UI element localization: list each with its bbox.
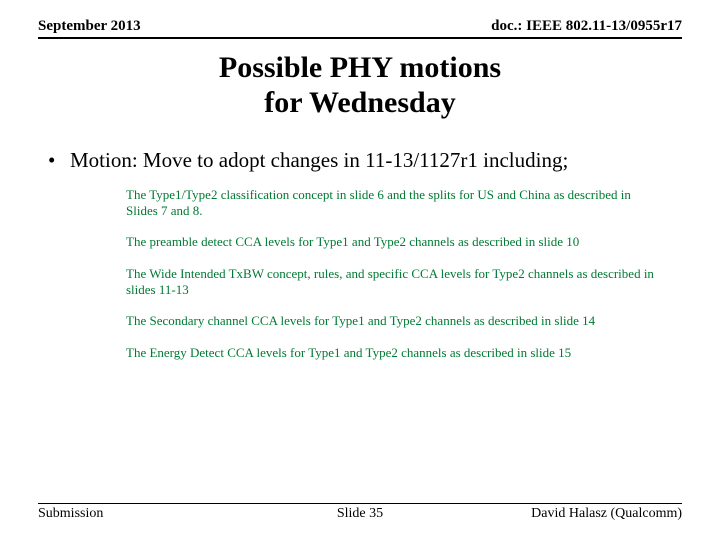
slide-title: Possible PHY motions for Wednesday: [30, 51, 690, 120]
motion-text: Motion: Move to adopt changes in 11-13/1…: [70, 148, 682, 173]
footer-rule: [38, 503, 682, 504]
sub-item: The Wide Intended TxBW concept, rules, a…: [126, 266, 662, 297]
header: September 2013 doc.: IEEE 802.11-13/0955…: [38, 18, 682, 39]
footer-left: Submission: [38, 506, 253, 522]
footer-right: David Halasz (Qualcomm): [467, 506, 682, 522]
slide-page: September 2013 doc.: IEEE 802.11-13/0955…: [0, 0, 720, 540]
sub-item: The preamble detect CCA levels for Type1…: [126, 234, 662, 250]
title-line-2: for Wednesday: [30, 86, 690, 121]
sub-item-list: The Type1/Type2 classification concept i…: [126, 187, 662, 360]
footer-center: Slide 35: [253, 506, 468, 522]
footer: Submission Slide 35 David Halasz (Qualco…: [30, 503, 690, 522]
title-line-1: Possible PHY motions: [30, 51, 690, 86]
sub-item: The Secondary channel CCA levels for Typ…: [126, 313, 662, 329]
sub-item: The Energy Detect CCA levels for Type1 a…: [126, 345, 662, 361]
footer-row: Submission Slide 35 David Halasz (Qualco…: [38, 506, 682, 522]
motion-bullet-line: • Motion: Move to adopt changes in 11-13…: [48, 148, 682, 173]
sub-item: The Type1/Type2 classification concept i…: [126, 187, 662, 218]
bullet-icon: •: [48, 148, 70, 173]
header-doc-id: doc.: IEEE 802.11-13/0955r17: [491, 18, 682, 35]
header-date: September 2013: [38, 18, 141, 35]
